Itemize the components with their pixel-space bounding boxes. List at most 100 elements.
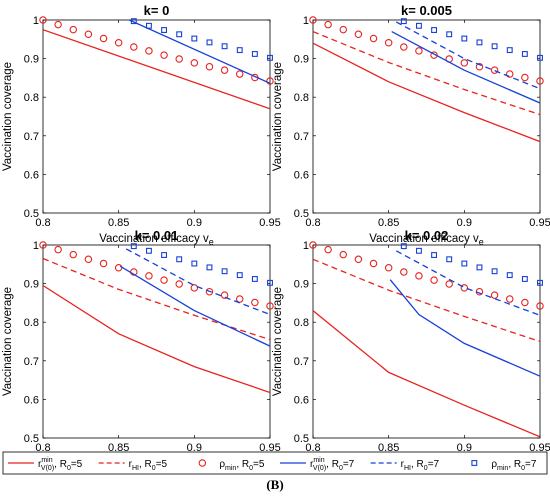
- legend-label: rHI, R0=5: [129, 459, 168, 472]
- data-point-rho_R5: [415, 47, 423, 55]
- series-line-r_min_R5: [313, 310, 540, 438]
- data-point-rho_R7: [537, 54, 543, 61]
- series-line-r_min_R7: [391, 31, 540, 104]
- x-tick-label: 0.95: [259, 217, 280, 229]
- data-point-rho_R7: [537, 279, 543, 286]
- data-point-rho_R7: [476, 264, 483, 271]
- data-point-rho_R5: [220, 291, 229, 299]
- chart-panel-1: k= 0 0.8 0.85 0.9 0.95 0.5 0.6 0.7 0.8 0.9 1 Vaccin…: [2, 3, 281, 247]
- data-point-rho_R5: [145, 272, 153, 280]
- data-point-rho_R7: [161, 27, 168, 33]
- data-point-rho_R5: [445, 280, 453, 288]
- legend-box: [2, 451, 548, 475]
- data-point-rho_R5: [490, 66, 499, 74]
- x-tick-label: 0.85: [378, 217, 399, 229]
- data-point-rho_R5: [235, 70, 244, 78]
- data-point-rho_R5: [266, 77, 274, 85]
- data-point-rho_R5: [175, 280, 183, 288]
- legend-swatch: [471, 460, 478, 466]
- data-point-rho_R7: [206, 39, 213, 46]
- data-point-rho_R5: [205, 62, 214, 71]
- data-point-rho_R5: [160, 276, 168, 284]
- data-point-rho_R5: [369, 34, 378, 43]
- data-point-rho_R5: [505, 70, 514, 78]
- data-point-rho_R5: [84, 30, 93, 39]
- data-point-rho_R5: [369, 259, 378, 268]
- data-point-rho_R7: [176, 256, 183, 263]
- series-line-r_min_R5: [43, 29, 270, 110]
- data-point-rho_R5: [39, 16, 47, 24]
- data-point-rho_R5: [430, 276, 438, 284]
- y-tick-label: 1: [303, 240, 309, 252]
- y-tick-label: 0.7: [294, 356, 309, 368]
- series-line-r_min_R7: [389, 279, 540, 377]
- data-point-rho_R5: [99, 34, 108, 43]
- y-tick-label: 0.5: [24, 433, 39, 445]
- chart-panel-4: k= 0.02 0.8 0.85 0.9 0.95 0.5 0.6 0.7 0.8 0.9 1 Vac…: [272, 228, 550, 472]
- series-line-r_HI_R7: [395, 250, 540, 316]
- data-point-rho_R5: [84, 255, 93, 264]
- y-tick-label: 0.6: [294, 394, 309, 406]
- x-tick-label: 0.8: [35, 217, 50, 229]
- data-point-rho_R7: [446, 31, 453, 38]
- data-point-rho_R5: [251, 298, 259, 307]
- data-point-rho_R5: [190, 59, 199, 67]
- data-point-rho_R5: [536, 302, 544, 310]
- legend-label: rmin V(0), R0=5: [38, 457, 83, 472]
- x-tick-label: 0.8: [35, 442, 50, 454]
- data-point-rho_R5: [69, 250, 78, 259]
- data-point-rho_R5: [39, 241, 47, 249]
- data-point-rho_R5: [521, 298, 529, 307]
- y-axis-label: Vaccination coverage: [2, 287, 14, 396]
- x-tick-label: 0.85: [108, 442, 129, 454]
- y-tick-label: 1: [33, 15, 39, 27]
- data-point-rho_R5: [114, 264, 123, 272]
- data-point-rho_R5: [536, 77, 544, 85]
- chart-panel-2: k= 0.005 0.8 0.85 0.9 0.95 0.5 0.6 0.7 0.8 0.9 1 Va…: [272, 3, 550, 247]
- data-point-rho_R5: [415, 272, 423, 280]
- data-point-rho_R5: [235, 295, 244, 303]
- data-point-rho_R7: [461, 260, 468, 267]
- data-point-rho_R5: [190, 284, 199, 292]
- series-line-r_HI_R7: [395, 21, 540, 90]
- data-point-rho_R5: [99, 259, 108, 268]
- chart-title: k= 0.01: [135, 228, 179, 243]
- y-tick-label: 0.9: [24, 54, 39, 66]
- x-tick-label: 0.9: [457, 442, 472, 454]
- x-tick-label: 0.85: [108, 217, 129, 229]
- data-point-rho_R5: [309, 241, 317, 249]
- y-tick-label: 0.9: [294, 54, 309, 66]
- data-point-rho_R5: [400, 268, 408, 276]
- data-point-rho_R7: [251, 276, 258, 282]
- x-axis-label: Vaccination efficacy ve: [99, 233, 214, 247]
- legend-entry-r_HI_R5: rHI, R0=5: [98, 459, 168, 472]
- data-point-rho_R5: [205, 287, 214, 296]
- y-tick-label: 0.8: [294, 317, 309, 329]
- x-tick-label: 0.95: [529, 442, 550, 454]
- data-point-rho_R7: [267, 54, 273, 61]
- data-point-rho_R7: [415, 247, 422, 254]
- series-line-r_HI_R5: [43, 257, 270, 341]
- data-point-rho_R7: [521, 51, 528, 57]
- data-point-rho_R5: [175, 55, 183, 63]
- data-point-rho_R5: [490, 291, 499, 299]
- series-line-r_HI_R5: [313, 30, 540, 116]
- data-point-rho_R7: [431, 27, 438, 33]
- series-line-r_min_R5: [43, 284, 270, 394]
- data-point-rho_R7: [251, 51, 258, 57]
- data-point-rho_R7: [521, 276, 528, 282]
- x-tick-label: 0.95: [259, 442, 280, 454]
- data-point-rho_R5: [324, 20, 332, 29]
- data-point-rho_R7: [191, 35, 198, 42]
- data-point-rho_R5: [54, 245, 62, 254]
- data-point-rho_R5: [339, 250, 348, 259]
- data-point-rho_R5: [324, 245, 332, 254]
- y-tick-label: 0.8: [24, 92, 39, 104]
- y-tick-label: 0.8: [24, 317, 39, 329]
- data-point-rho_R5: [54, 20, 62, 29]
- data-point-rho_R7: [236, 272, 243, 279]
- data-point-rho_R7: [191, 260, 198, 267]
- y-tick-label: 0.5: [294, 433, 309, 445]
- x-tick-label: 0.85: [378, 442, 399, 454]
- data-point-rho_R5: [145, 47, 153, 55]
